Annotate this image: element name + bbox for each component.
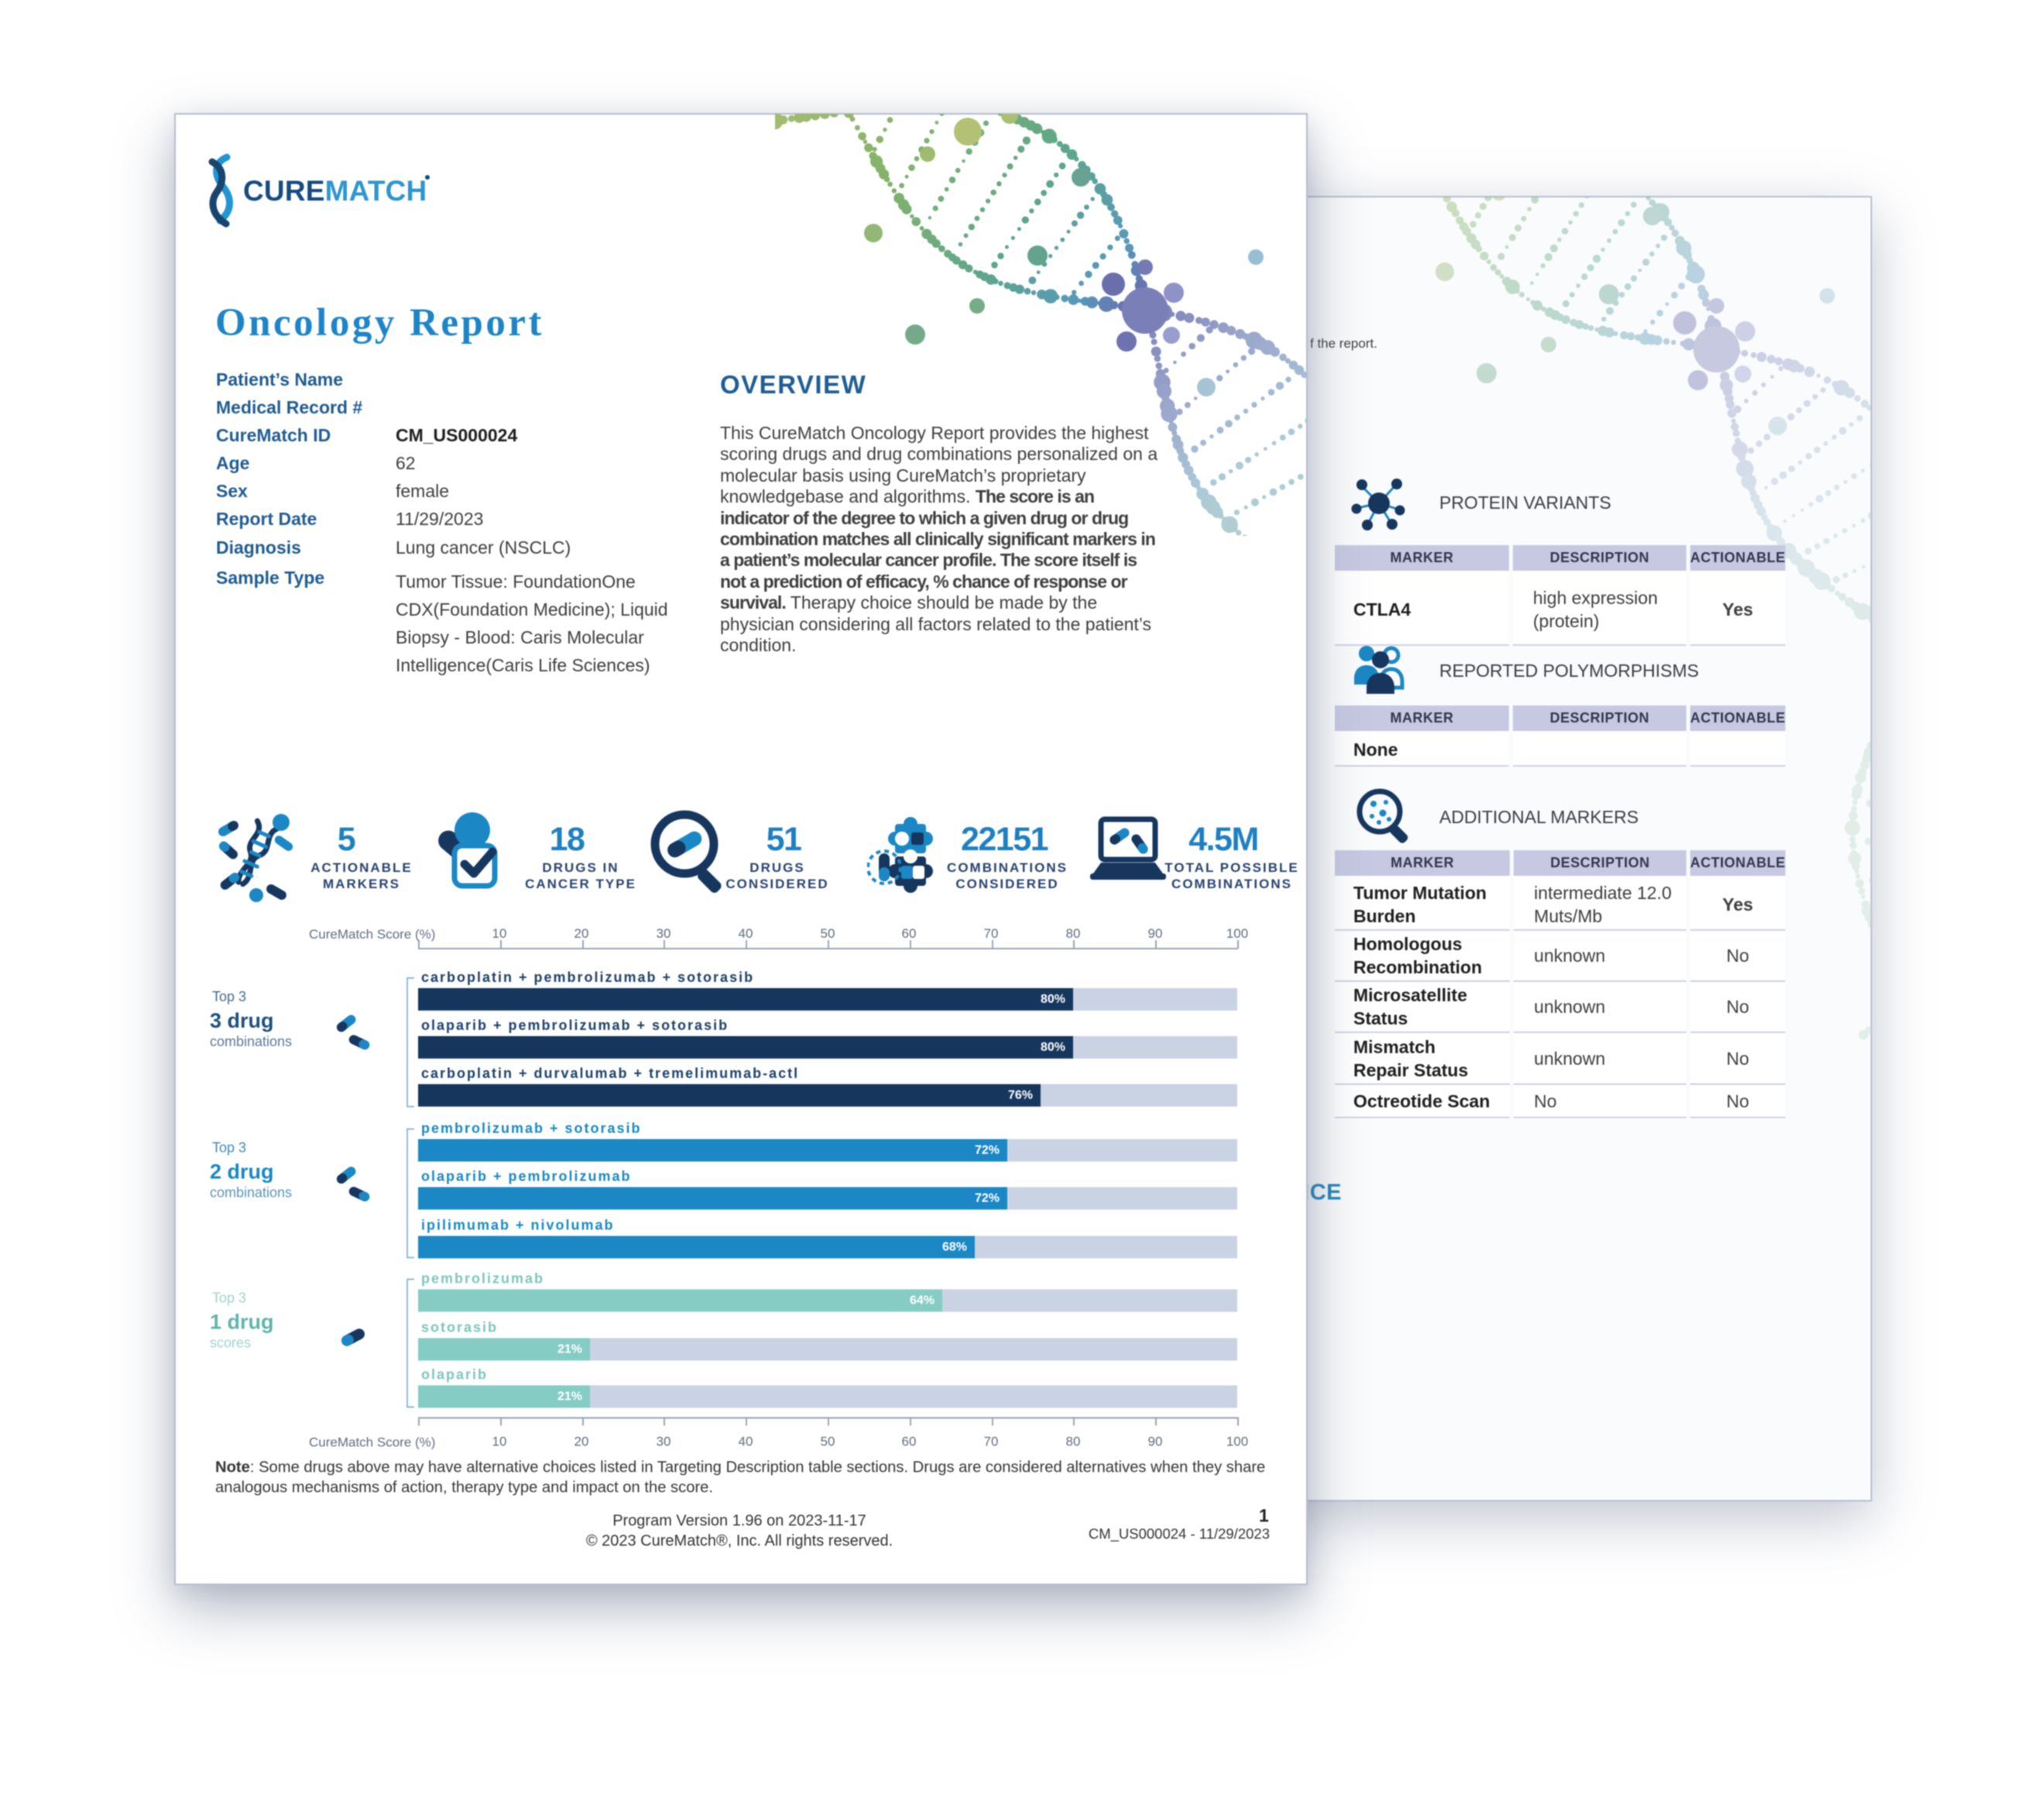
svg-text:CUREMATCH: CUREMATCH bbox=[243, 175, 427, 207]
